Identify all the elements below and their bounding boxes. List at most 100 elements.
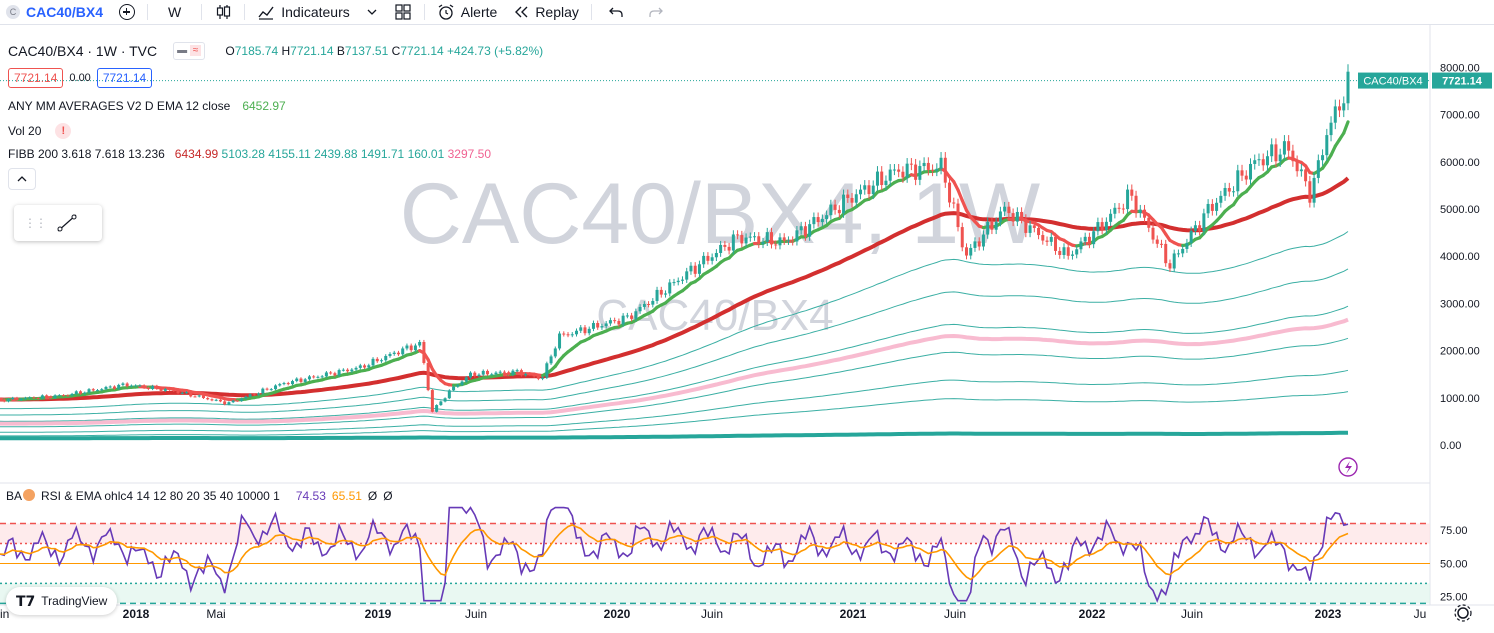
candle-body bbox=[681, 280, 684, 281]
interval-button[interactable]: W bbox=[152, 0, 197, 24]
lightning-icon[interactable] bbox=[1339, 458, 1357, 476]
buy-button[interactable]: 7721.14 bbox=[97, 68, 152, 88]
symbol-search[interactable]: C CAC40/BX4 bbox=[0, 4, 111, 20]
candle-body bbox=[219, 400, 222, 402]
rsi-oversold-zone bbox=[0, 583, 1430, 603]
indicators-button[interactable]: Indicateurs bbox=[249, 0, 357, 24]
candle-body bbox=[346, 370, 349, 372]
candle-body bbox=[1211, 204, 1214, 211]
time-axis-label: Mai bbox=[206, 607, 225, 621]
redo-button[interactable] bbox=[636, 0, 676, 24]
candle-body bbox=[867, 185, 870, 194]
warning-icon[interactable]: ! bbox=[55, 123, 71, 139]
drawing-toolbox[interactable]: ⋮⋮ bbox=[14, 205, 102, 241]
candle-body bbox=[376, 359, 379, 361]
candle-body bbox=[723, 245, 726, 247]
candle-body bbox=[982, 235, 985, 247]
rsi-legend[interactable]: BA RSI & EMA ohlc4 14 12 80 20 35 40 100… bbox=[8, 489, 393, 503]
vol-legend[interactable]: Vol 20 ! bbox=[8, 123, 71, 139]
trend-line-icon[interactable] bbox=[54, 211, 80, 235]
candle-body bbox=[113, 386, 116, 388]
candle-body bbox=[770, 232, 773, 244]
candle-body bbox=[316, 377, 319, 378]
candle-body bbox=[1279, 155, 1282, 162]
fibb-values: 6434.99 5103.28 4155.11 2439.88 1491.71 … bbox=[175, 147, 491, 161]
fibb-value: 5103.28 bbox=[222, 147, 265, 161]
candle-body bbox=[1007, 207, 1010, 213]
candle-body bbox=[728, 247, 731, 251]
candle-body bbox=[609, 320, 612, 323]
candle-body bbox=[537, 376, 540, 379]
candle-body bbox=[321, 376, 324, 377]
candle-body bbox=[783, 237, 786, 240]
candle-body bbox=[1185, 243, 1188, 249]
candle-body bbox=[372, 359, 375, 365]
candle-body bbox=[838, 210, 841, 213]
candle-body bbox=[901, 172, 904, 178]
candle-body bbox=[1079, 241, 1082, 249]
price-axis[interactable]: 8000.007000.006000.005000.004000.003000.… bbox=[1358, 62, 1492, 452]
candle-body bbox=[647, 304, 650, 305]
candle-body bbox=[11, 398, 14, 399]
candle-body bbox=[719, 245, 722, 253]
candles-icon bbox=[214, 3, 232, 21]
candle-body bbox=[872, 186, 875, 194]
candle-body bbox=[1054, 237, 1057, 251]
rewind-icon bbox=[513, 5, 529, 19]
sell-button[interactable]: 7721.14 bbox=[8, 68, 63, 88]
candle-body bbox=[588, 329, 591, 333]
candle-body bbox=[533, 374, 536, 376]
price-axis-label: 7000.00 bbox=[1440, 110, 1480, 122]
candle-body bbox=[965, 247, 968, 255]
toolbar-divider bbox=[424, 4, 425, 20]
candle-body bbox=[1325, 135, 1328, 155]
candle-body bbox=[927, 163, 930, 170]
collapse-legend-button[interactable] bbox=[8, 168, 36, 190]
candle-body bbox=[660, 290, 663, 295]
candle-body bbox=[308, 376, 311, 379]
candle-body bbox=[1071, 254, 1074, 255]
candle-body bbox=[973, 241, 976, 248]
drag-handle-icon[interactable]: ⋮⋮ bbox=[24, 216, 46, 230]
ema-legend[interactable]: ANY MM AVERAGES V2 D EMA 12 close 6452.9… bbox=[8, 99, 286, 113]
candle-body bbox=[1300, 169, 1303, 171]
candle-body bbox=[1266, 156, 1269, 165]
candle-body bbox=[160, 389, 163, 391]
candle-body bbox=[668, 282, 671, 293]
candle-body bbox=[388, 354, 391, 356]
tradingview-logo[interactable]: 𝗧𝟳 TradingView bbox=[6, 587, 117, 615]
candle-body bbox=[393, 353, 396, 354]
candle-body bbox=[757, 236, 760, 244]
fibb-legend[interactable]: FIBB 200 3.618 7.618 13.236 6434.99 5103… bbox=[8, 147, 491, 161]
layout-button[interactable] bbox=[386, 0, 420, 24]
candle-body bbox=[3, 399, 6, 401]
tv-logo-text: TradingView bbox=[41, 594, 107, 608]
candle-body bbox=[435, 405, 438, 412]
candle-body bbox=[117, 385, 120, 389]
settings-gear-icon[interactable] bbox=[1455, 605, 1471, 621]
candle-body bbox=[469, 373, 472, 378]
chart-type-button[interactable] bbox=[206, 0, 240, 24]
compare-button[interactable] bbox=[111, 0, 143, 24]
alert-button[interactable]: Alerte bbox=[429, 0, 506, 24]
candle-body bbox=[884, 181, 887, 185]
price-axis-label: 2000.00 bbox=[1440, 346, 1480, 358]
indicators-dropdown[interactable] bbox=[358, 0, 386, 24]
candle-body bbox=[92, 389, 95, 390]
replay-button[interactable]: Replay bbox=[505, 0, 587, 24]
candle-body bbox=[1164, 244, 1167, 263]
candle-body bbox=[829, 205, 832, 216]
legend-toggle[interactable]: ▬ ≈ bbox=[173, 42, 205, 60]
candle-body bbox=[244, 397, 247, 399]
candle-body bbox=[698, 264, 701, 274]
candle-body bbox=[897, 170, 900, 172]
candle-body bbox=[355, 368, 358, 370]
trade-legend: 7721.14 0.00 7721.14 bbox=[8, 68, 152, 88]
candle-body bbox=[223, 401, 226, 404]
undo-button[interactable] bbox=[596, 0, 636, 24]
candle-body bbox=[812, 217, 815, 224]
price-chart-svg[interactable]: CAC40/BX4, 1W CAC40/BX4 8000.007000.0060… bbox=[0, 25, 1494, 628]
